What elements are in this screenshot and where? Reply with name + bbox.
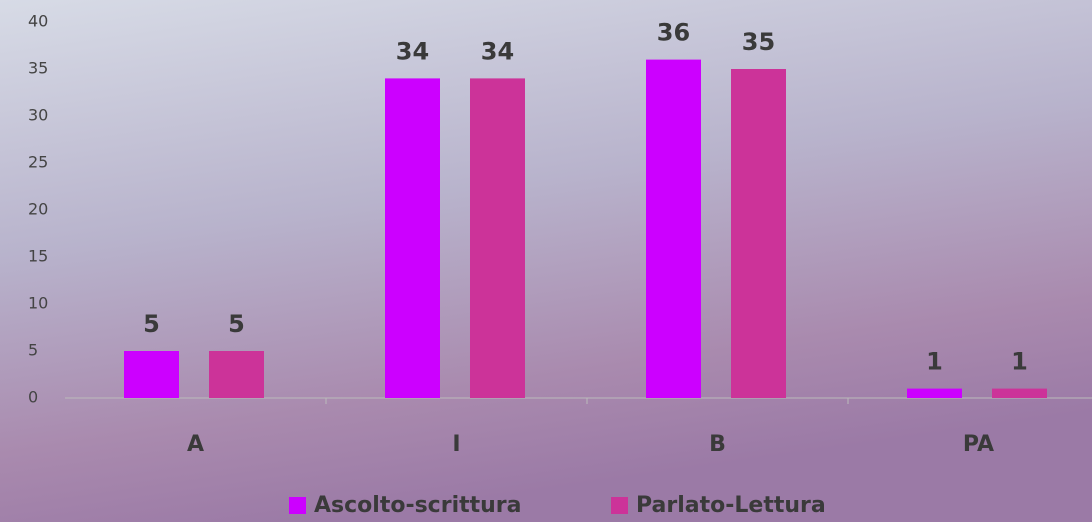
bar — [385, 78, 440, 399]
y-tick-label: 0 — [28, 388, 38, 407]
bar — [731, 69, 786, 398]
legend-swatch — [289, 497, 306, 514]
value-label: 1 — [926, 348, 943, 376]
bar — [907, 388, 962, 398]
y-tick-label: 20 — [28, 200, 48, 219]
legend-swatch — [611, 497, 628, 514]
x-tick-label: A — [187, 432, 204, 457]
y-tick-label: 5 — [28, 341, 38, 360]
y-tick-label: 25 — [28, 153, 48, 172]
bar — [646, 59, 701, 398]
y-tick-label: 30 — [28, 106, 48, 125]
legend-label: Ascolto-scrittura — [314, 493, 522, 518]
legend-label: Parlato-Lettura — [636, 493, 826, 518]
bar — [209, 351, 264, 398]
value-label: 5 — [143, 310, 160, 338]
y-tick-label: 10 — [28, 294, 48, 313]
x-tick-label: PA — [963, 432, 994, 457]
x-tick-label: I — [452, 432, 460, 457]
bar — [470, 78, 525, 399]
value-label: 36 — [657, 19, 690, 47]
value-label: 34 — [481, 37, 514, 65]
bar — [992, 388, 1047, 398]
value-label: 34 — [396, 37, 429, 65]
y-tick-label: 40 — [28, 12, 48, 31]
value-label: 35 — [742, 28, 775, 56]
value-label: 1 — [1011, 348, 1028, 376]
value-label: 5 — [228, 310, 245, 338]
y-tick-label: 35 — [28, 59, 48, 78]
y-tick-label: 15 — [28, 247, 48, 266]
bar — [124, 351, 179, 398]
x-tick-label: B — [709, 432, 726, 457]
